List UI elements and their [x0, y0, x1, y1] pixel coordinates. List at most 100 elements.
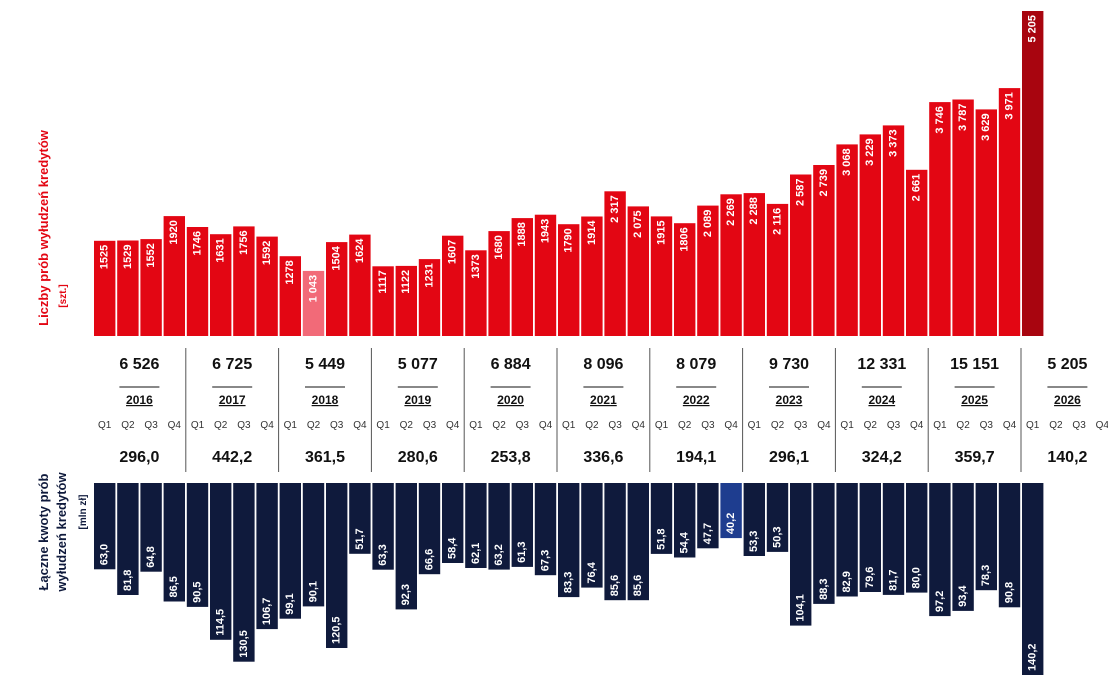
amount-value-label: 120,5: [331, 616, 343, 644]
amount-bar: [117, 483, 139, 595]
amount-value-label: 50,3: [771, 526, 783, 547]
amount-value-label: 63,2: [493, 544, 505, 565]
count-value-label: 1624: [354, 238, 366, 263]
amount-bar: [210, 483, 232, 640]
quarter-label: Q2: [956, 420, 970, 431]
count-bar: [766, 203, 789, 336]
quarter-label: Q4: [724, 420, 738, 431]
amount-value-label: 67,3: [539, 550, 551, 571]
quarter-label: Q3: [887, 420, 901, 431]
count-value-label: 2 075: [632, 210, 644, 238]
count-value-label: 3 068: [841, 148, 853, 176]
count-value-label: 3 229: [864, 138, 876, 166]
year-count-total: 8 096: [583, 356, 623, 373]
count-value-label: 1746: [191, 231, 203, 255]
amount-value-label: 63,0: [99, 544, 111, 565]
quarter-label: Q3: [423, 420, 437, 431]
year-amount-total: 336,6: [583, 449, 623, 466]
quarter-label: Q4: [168, 420, 182, 431]
amount-bar: [256, 483, 278, 630]
year-amount-total: 140,2: [1047, 449, 1087, 466]
amount-value-label: 130,5: [238, 630, 250, 658]
quarter-label: Q4: [353, 420, 367, 431]
amount-value-label: 93,4: [957, 585, 969, 607]
amount-value-label: 97,2: [934, 591, 946, 612]
count-value-label: 5 205: [1027, 15, 1039, 43]
amount-value-label: 99,1: [284, 593, 296, 614]
quarter-label: Q3: [237, 420, 251, 431]
amount-value-label: 81,8: [122, 570, 134, 591]
count-value-label: 1914: [586, 220, 598, 245]
amount-value-label: 90,8: [1003, 582, 1015, 603]
amount-value-label: 114,5: [215, 609, 227, 636]
count-bar: [418, 259, 441, 336]
amount-bar: [488, 483, 510, 570]
count-value-label: 2 116: [771, 208, 783, 235]
quarter-label: Q3: [330, 420, 344, 431]
yearly-summary-band: 6 526 2016 Q1 Q2 Q3 Q4 296,0 6 725 2017 Q1 Q2 Q3 Q4 4…: [98, 348, 1108, 472]
year-count-total: 6 725: [212, 356, 252, 373]
year-label: 2026: [1054, 393, 1081, 407]
count-bar: [210, 234, 232, 336]
count-bar: [813, 165, 835, 336]
count-value-label: 1525: [99, 245, 111, 269]
amount-value-label: 51,8: [655, 528, 667, 549]
amount-bar: [233, 483, 255, 662]
year-label: 2019: [404, 393, 431, 407]
year-count-total: 5 205: [1047, 356, 1087, 373]
quarter-label: Q2: [400, 420, 414, 431]
amount-bar: [743, 483, 765, 556]
count-axis-label: Liczby prób wyłudzeń kredytów: [36, 129, 51, 326]
count-bar: [859, 134, 881, 336]
count-value-label: 3 746: [934, 106, 946, 134]
amount-value-label: 58,4: [447, 537, 459, 559]
count-value-label: 1592: [261, 241, 273, 265]
quarter-label: Q2: [864, 420, 878, 431]
count-value-label: 1552: [145, 243, 157, 267]
quarter-label: Q2: [678, 420, 692, 431]
amount-bar: [998, 483, 1021, 608]
quarter-label: Q4: [539, 420, 553, 431]
count-value-label: 2 269: [725, 198, 737, 226]
count-value-label: 1117: [377, 270, 389, 293]
count-value-label: 3 629: [980, 113, 992, 141]
year-count-total: 9 730: [769, 356, 809, 373]
amount-value-label: 90,5: [191, 581, 203, 602]
count-value-label: 1756: [238, 230, 250, 254]
count-value-label: 1915: [655, 220, 667, 244]
count-value-label: 2 661: [911, 174, 923, 202]
quarter-label: Q3: [608, 420, 622, 431]
count-bar: [581, 216, 603, 336]
amount-bar: [163, 483, 185, 602]
count-value-label: 2 317: [609, 195, 621, 223]
year-amount-total: 194,1: [676, 449, 716, 466]
amount-value-label: 54,4: [679, 531, 691, 553]
amount-value-label: 61,3: [516, 541, 528, 562]
count-value-label: 1122: [400, 270, 412, 294]
count-value-label: 2 288: [748, 197, 760, 225]
count-bar: [94, 240, 116, 336]
count-bar: [790, 174, 812, 336]
count-value-label: 2 089: [702, 210, 714, 238]
year-amount-total: 442,2: [212, 449, 252, 466]
count-value-label: 1278: [284, 260, 296, 284]
year-label: 2023: [776, 393, 803, 407]
count-bar: [882, 125, 905, 337]
quarter-label: Q1: [748, 420, 762, 431]
year-amount-total: 253,8: [491, 449, 531, 466]
amount-bar: [674, 483, 696, 558]
quarter-label: Q4: [817, 420, 831, 431]
quarter-label: Q3: [516, 420, 530, 431]
amount-value-label: 85,6: [632, 575, 644, 596]
count-bar: [534, 214, 557, 336]
amount-value-label: 80,0: [911, 567, 923, 588]
amount-bar: [511, 483, 533, 567]
amount-value-label: 106,7: [261, 598, 273, 626]
amount-value-label: 79,6: [864, 567, 876, 588]
year-label: 2016: [126, 393, 153, 407]
amount-value-label: 40,2: [725, 513, 737, 534]
amount-value-label: 63,3: [377, 544, 389, 565]
year-count-total: 15 151: [950, 356, 999, 373]
axis-labels: Liczby prób wyłudzeń kredytów [szt.] Łąc…: [36, 129, 89, 592]
